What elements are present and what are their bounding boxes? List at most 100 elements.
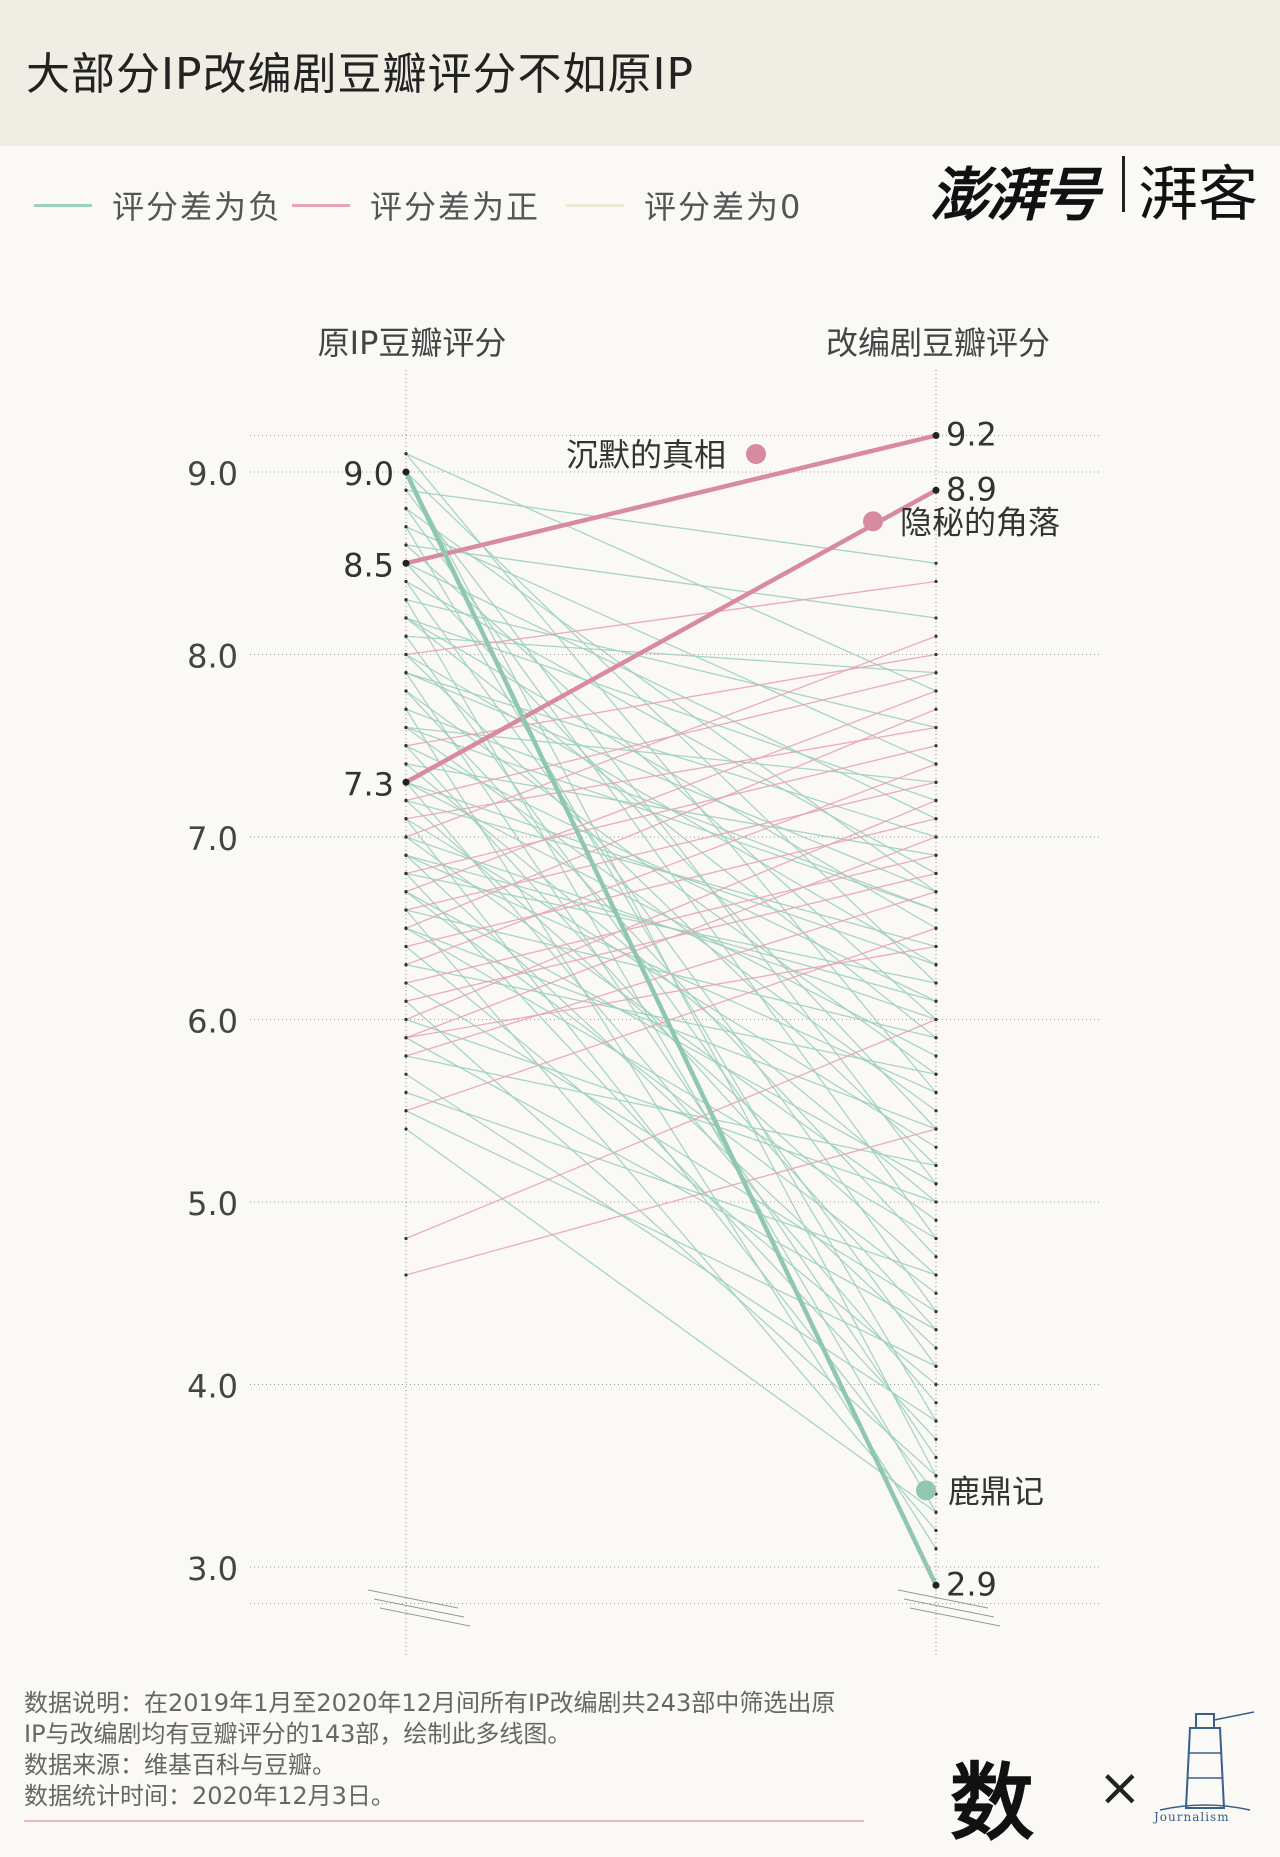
- series-line-20: [405, 635, 937, 1367]
- start-point-84: [404, 652, 408, 657]
- series-line-17: [405, 599, 937, 729]
- start-point-70: [404, 871, 408, 876]
- end-point-72: [934, 853, 938, 857]
- start-point-88: [404, 817, 408, 821]
- end-point-84: [934, 579, 938, 584]
- end-point-80: [934, 926, 938, 930]
- axis-title-left: 原IP豆瓣评分: [318, 324, 507, 362]
- series-line-80: [405, 927, 937, 1112]
- end-point-82: [934, 1127, 938, 1131]
- end-point-4: [934, 561, 938, 565]
- series-line-81: [405, 1018, 937, 1240]
- axis-break-1-1: [903, 1598, 995, 1618]
- highlight-end-point-0: [932, 432, 940, 439]
- series-line-79: [405, 818, 937, 948]
- series-line-0: [405, 453, 937, 692]
- series-line-62: [405, 1091, 937, 1276]
- series-line-74: [405, 945, 937, 1039]
- end-point-69: [934, 908, 938, 912]
- start-point-74: [404, 1036, 408, 1040]
- start-point-85: [404, 999, 408, 1003]
- end-point-88: [934, 725, 938, 730]
- legend-item-zero: 评分差为0: [566, 182, 802, 228]
- legend-item-negative: 评分差为负: [34, 182, 282, 228]
- highlight-end-label-2: 2.9: [946, 1565, 997, 1603]
- start-point-9: [404, 525, 408, 529]
- start-point-21: [404, 634, 408, 638]
- start-point-35: [404, 762, 408, 766]
- start-point-81: [404, 1236, 408, 1241]
- axis-break-0-1: [373, 1598, 465, 1618]
- start-point-75: [404, 1017, 408, 1022]
- series-line-49: [405, 891, 937, 1294]
- brand-divider: [1122, 156, 1125, 212]
- highlight-name-0: 沉默的真相: [566, 436, 726, 474]
- highlight-start-point-0: [402, 559, 410, 567]
- start-point-62: [404, 1090, 408, 1095]
- highlight-start-point-1: [402, 778, 410, 786]
- legend-label-positive: 评分差为正: [370, 188, 541, 226]
- end-point-58: [934, 1200, 938, 1204]
- end-point-64: [934, 1510, 938, 1514]
- end-point-63: [934, 1364, 938, 1368]
- series-line-87: [405, 891, 937, 1057]
- title-bar: 大部分IP改编剧豆瓣评分不如原IP: [0, 0, 1280, 146]
- start-point-1: [404, 452, 408, 456]
- y-tick-label-5: 4.0: [187, 1368, 238, 1406]
- end-point-36: [934, 1401, 938, 1405]
- series-line-51: [405, 909, 937, 1531]
- highlight-line-1: [403, 488, 939, 785]
- start-point-86: [404, 963, 408, 967]
- end-point-29: [934, 1547, 938, 1551]
- end-point-50: [934, 1036, 938, 1040]
- highlight-end-label-0: 9.2: [946, 416, 997, 454]
- end-point-57: [934, 1474, 938, 1478]
- series-line-78: [405, 672, 937, 802]
- end-point-71: [934, 707, 938, 711]
- series-line-54: [405, 945, 937, 1386]
- series-line-4: [405, 489, 937, 564]
- series-line-61: [405, 1073, 937, 1422]
- end-point-30: [934, 1109, 938, 1113]
- end-point-27: [934, 1255, 938, 1259]
- start-point-80: [404, 1109, 408, 1113]
- series-line-82: [405, 1128, 937, 1276]
- start-point-15: [404, 579, 408, 584]
- brand-logo: 澎湃号 湃客: [926, 148, 1266, 230]
- end-point-47: [934, 1437, 938, 1441]
- data-source: 数据来源：维基百科与豆瓣。: [24, 1751, 336, 1779]
- start-point-78: [404, 798, 408, 803]
- series-line-67: [405, 781, 937, 966]
- end-point-86: [934, 762, 938, 766]
- series-line-60: [405, 1055, 937, 1167]
- legend-item-positive: 评分差为正: [292, 182, 540, 228]
- series-line-18: [405, 617, 937, 1039]
- series-line-85: [405, 872, 937, 1002]
- end-point-56: [934, 1309, 938, 1314]
- highlight-end-point-1: [932, 486, 940, 494]
- series-line-16: [405, 599, 937, 1513]
- series-line-64: [405, 1128, 937, 1513]
- start-point-69: [404, 725, 408, 730]
- end-point-81: [934, 1017, 938, 1022]
- legend: 评分差为负 评分差为正 评分差为0: [0, 182, 900, 232]
- end-point-54: [934, 1382, 938, 1387]
- highlight-start-label-2: 9.0: [343, 455, 394, 493]
- start-point-11: [404, 543, 408, 547]
- start-point-61: [404, 1072, 408, 1076]
- series-line-88: [405, 726, 937, 820]
- data-note-line1: 数据说明：在2019年1月至2020年12月间所有IP改编剧共243部中筛选出原: [24, 1689, 836, 1717]
- end-point-70: [934, 744, 938, 748]
- start-point-76: [404, 890, 408, 894]
- legend-swatch-negative: [34, 203, 92, 207]
- highlight-end-label-1: 8.9: [946, 470, 997, 508]
- series-line-84: [405, 580, 937, 656]
- series-line-40: [405, 818, 937, 1148]
- end-point-52: [934, 1236, 938, 1241]
- y-tick-label-4: 5.0: [187, 1185, 238, 1223]
- start-point-79: [404, 944, 408, 949]
- legend-swatch-zero: [566, 203, 624, 207]
- end-point-76: [934, 689, 938, 693]
- series-line-13: [405, 562, 937, 820]
- series-line-71: [405, 708, 937, 929]
